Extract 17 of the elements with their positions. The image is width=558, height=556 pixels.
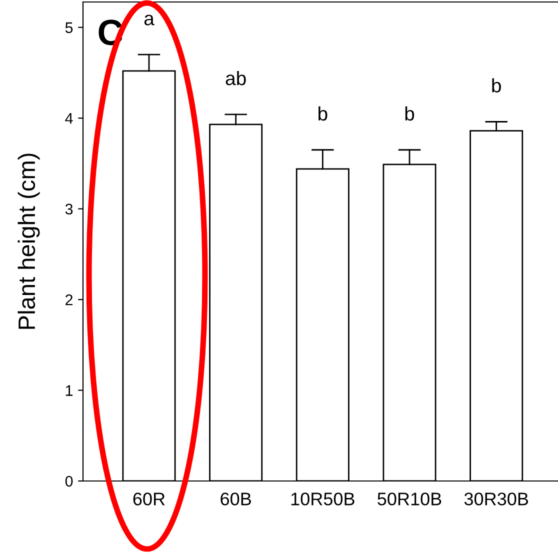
x-tick-label: 50R10B [378, 492, 442, 506]
x-tick-label: 10R50B [291, 492, 354, 506]
y-axis-title: Plant height (cm) [18, 154, 40, 329]
y-tick-label: 3 [65, 204, 73, 215]
y-tick-label: 5 [65, 22, 73, 34]
annotation: a [144, 14, 154, 26]
x-tick-label: 30R30B [464, 492, 528, 506]
y-tick-label: 4 [65, 113, 73, 124]
x-tick-label: 60B [220, 492, 251, 506]
x-tick-label: 60R [133, 492, 165, 506]
y-tick-label: 2 [66, 294, 73, 306]
annotation: b [405, 106, 414, 121]
annotation: b [318, 106, 328, 121]
y-tick-label: 0 [65, 476, 73, 487]
y-tick-label: 1 [66, 385, 73, 396]
annotation: ab [226, 70, 246, 86]
annotation: b [492, 78, 501, 92]
